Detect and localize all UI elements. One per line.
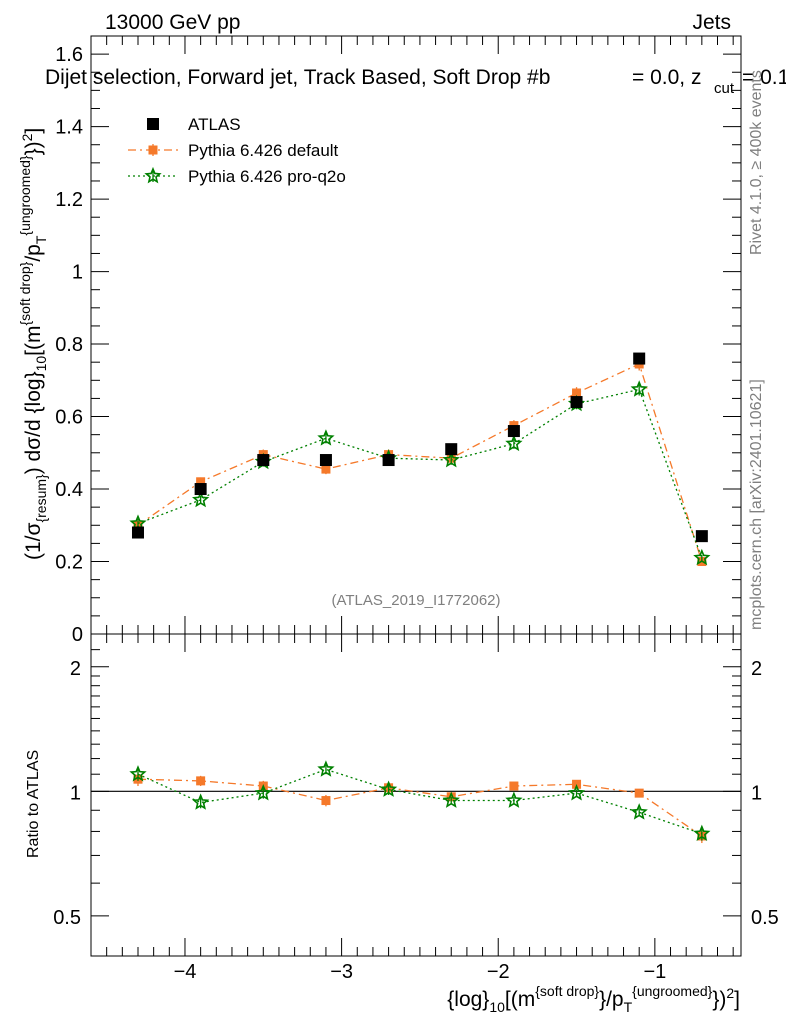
point-atlas bbox=[570, 396, 583, 409]
x-tick-label: −3 bbox=[330, 961, 353, 983]
point-pythia-6-426-pro-q2o bbox=[505, 434, 523, 452]
ratio-frame bbox=[90, 633, 742, 957]
plot-title-cut: cut bbox=[714, 80, 735, 97]
mcplots-label: mcplots.cern.ch [arXiv:2401.10621] bbox=[748, 379, 765, 630]
x-tick-label: −1 bbox=[643, 961, 666, 983]
ratio-tick-label-right: 2 bbox=[751, 658, 762, 680]
legend-label: Pythia 6.426 default bbox=[188, 141, 339, 160]
y-tick-label: 0.4 bbox=[55, 479, 83, 501]
y-tick-label: 1.4 bbox=[55, 117, 83, 139]
point-pythia-6-426-default bbox=[196, 477, 206, 487]
ratio-point-pythia-6-426-pro-q2o bbox=[567, 784, 586, 801]
ratio-point-pythia-6-426-pro-q2o bbox=[630, 803, 648, 820]
ratio-point-pythia-6-426-pro-q2o bbox=[505, 791, 523, 808]
ratio-point-pythia-6-426-pro-q2o bbox=[254, 784, 272, 801]
point-pythia-6-426-pro-q2o bbox=[192, 490, 210, 508]
legend-marker bbox=[147, 118, 159, 130]
legend: ATLAS Pythia 6.426 default Pythia 6.426 pr… bbox=[128, 115, 346, 186]
legend-entry: Pythia 6.426 default bbox=[128, 141, 339, 160]
point-atlas bbox=[382, 454, 395, 467]
axes: 0 0.2 0.4 0.6 0.8 1 1.2 1.4 1.6 −4 −3 −2 −1 0.5 0.5 1 1 2… bbox=[53, 36, 779, 983]
ratio-point-pythia-6-426-default bbox=[509, 781, 519, 791]
legend-marker bbox=[144, 166, 162, 184]
ratio-point-pythia-6-426-default bbox=[196, 776, 206, 786]
point-atlas bbox=[695, 530, 708, 543]
line-pythia-6-426-default bbox=[137, 363, 703, 562]
point-atlas bbox=[507, 425, 520, 438]
point-atlas bbox=[445, 443, 458, 456]
plot-title-tail: = 0.0, z bbox=[632, 66, 701, 89]
point-pythia-6-426-pro-q2o bbox=[317, 429, 335, 446]
legend-label: ATLAS bbox=[188, 115, 241, 134]
legend-label: Pythia 6.426 pro-q2o bbox=[188, 167, 346, 186]
y-tick-label: 0.6 bbox=[55, 407, 83, 429]
rivet-label: Rivet 4.1.0, ≥ 400k events bbox=[748, 70, 765, 255]
header-jets: Jets bbox=[692, 11, 731, 34]
ratio-point-pythia-6-426-pro-q2o bbox=[442, 791, 460, 808]
plot-title: Dijet selection, Forward jet, Track Base… bbox=[45, 66, 786, 97]
series-0 bbox=[131, 352, 708, 543]
analysis-watermark: (ATLAS_2019_I1772062) bbox=[331, 592, 500, 609]
point-pythia-6-426-pro-q2o bbox=[442, 450, 460, 468]
point-atlas bbox=[633, 352, 646, 365]
point-pythia-6-426-default bbox=[572, 388, 582, 398]
ratio-line-pythia-6-426-pro-q2o bbox=[137, 768, 703, 835]
series-layer bbox=[129, 352, 711, 844]
ratio-line-pythia-6-426-default bbox=[137, 778, 703, 837]
x-tick-label: −4 bbox=[174, 961, 197, 983]
ratio-point-pythia-6-426-pro-q2o bbox=[192, 793, 210, 810]
ratio-point-pythia-6-426-pro-q2o bbox=[379, 780, 398, 797]
line-pythia-6-426-pro-q2o bbox=[137, 388, 703, 559]
plot-title-end: = 0.1 bbox=[742, 66, 786, 89]
point-atlas bbox=[319, 454, 332, 467]
ratio-tick-label: 1 bbox=[70, 782, 81, 804]
point-pythia-6-426-default bbox=[321, 464, 331, 474]
point-pythia-6-426-pro-q2o bbox=[630, 380, 648, 397]
legend-entry: ATLAS bbox=[147, 115, 241, 134]
x-tick-label: −2 bbox=[487, 961, 510, 983]
ratio-tick-label-right: 1 bbox=[751, 782, 762, 804]
x-axis-label: {log}10[(m{soft drop}}/pT{ungroomed}})2] bbox=[447, 983, 740, 1015]
ratio-point-pythia-6-426-pro-q2o bbox=[129, 765, 147, 782]
ratio-tick-label: 0.5 bbox=[53, 907, 81, 929]
ratio-point-pythia-6-426-default bbox=[634, 788, 644, 798]
point-pythia-6-426-pro-q2o bbox=[693, 548, 711, 566]
svg-text:Dijet selection, Forward jet,: Dijet selection, Forward jet, Track Base… bbox=[45, 66, 550, 89]
y-tick-label: 1.2 bbox=[55, 189, 83, 211]
y-tick-label: 0.8 bbox=[55, 334, 83, 356]
ratio-point-pythia-6-426-pro-q2o bbox=[693, 824, 711, 842]
y-tick-label: 1.6 bbox=[55, 44, 83, 66]
legend-marker bbox=[148, 145, 158, 155]
y-axis-label-ratio: Ratio to ATLAS bbox=[25, 750, 42, 858]
y-tick-label: 1 bbox=[72, 262, 83, 284]
point-atlas bbox=[131, 526, 144, 539]
y-tick-label: 0 bbox=[72, 624, 83, 646]
header-energy: 13000 GeV pp bbox=[105, 11, 240, 34]
y-axis-label-main: (1/σ{resum}) dσ/d {log}10[(m{soft drop}/… bbox=[17, 128, 49, 560]
y-tick-label: 0.2 bbox=[55, 552, 83, 574]
ratio-point-pythia-6-426-default bbox=[321, 796, 331, 806]
ratio-tick-label: 2 bbox=[70, 658, 81, 680]
point-atlas bbox=[194, 483, 207, 496]
ratio-tick-label-right: 0.5 bbox=[751, 907, 779, 929]
svg-text:{log}10[(m{soft drop}}/pT{ungr: {log}10[(m{soft drop}}/pT{ungroomed}})2] bbox=[447, 983, 740, 1015]
point-atlas bbox=[257, 454, 270, 467]
svg-text:(1/σ{resum}) dσ/d {log}10[(m{s: (1/σ{resum}) dσ/d {log}10[(m{soft drop}/… bbox=[17, 128, 49, 560]
ratio-point-pythia-6-426-pro-q2o bbox=[317, 760, 335, 777]
series-2 bbox=[129, 380, 711, 842]
legend-entry: Pythia 6.426 pro-q2o bbox=[128, 166, 346, 186]
